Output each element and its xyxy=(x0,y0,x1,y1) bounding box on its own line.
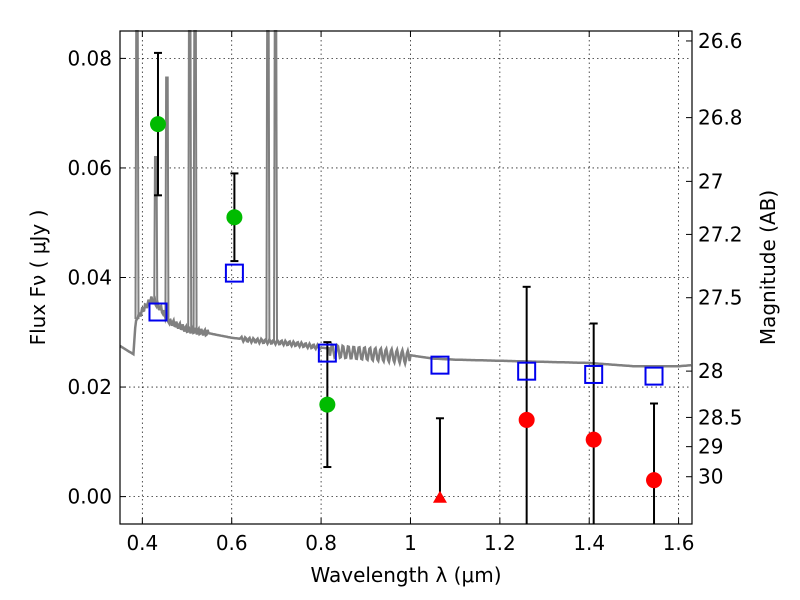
right-tick-label: 26.6 xyxy=(698,29,743,53)
x-axis-label: Wavelength λ (μm) xyxy=(310,563,501,587)
y-tick-label: 0.06 xyxy=(67,156,112,180)
x-tick-label: 0.8 xyxy=(305,531,337,555)
x-tick-label: 0.4 xyxy=(126,531,158,555)
data-point xyxy=(585,431,602,448)
marker-layer xyxy=(148,116,664,503)
x-tick-label: 0.6 xyxy=(216,531,248,555)
y-tick-label: 0.00 xyxy=(67,485,112,509)
y-axis-label: Flux Fν ( μJy ) xyxy=(26,210,50,346)
emission-line xyxy=(192,30,198,331)
x-tick-label: 1.2 xyxy=(484,531,516,555)
data-point xyxy=(149,116,166,133)
x-tick-label: 1.6 xyxy=(663,531,695,555)
tick-layer: 0.4 0.6 0.8 1 1.2 1.4 1.6 0.00 0.02 0.04 0.06 0.08 2… xyxy=(67,29,742,555)
upper-limit-marker xyxy=(432,490,447,503)
model-point xyxy=(317,343,337,363)
data-point xyxy=(226,209,243,226)
sed-spectrum-line xyxy=(119,295,692,369)
right-tick-label: 27 xyxy=(698,169,723,193)
emission-line xyxy=(187,30,193,331)
data-point xyxy=(319,396,336,413)
model-point xyxy=(517,361,537,381)
right-tick-label: 28.5 xyxy=(698,405,743,429)
data-point xyxy=(646,472,663,489)
right-tick-label: 29 xyxy=(698,435,723,459)
right-axis-label: Magnitude (AB) xyxy=(756,190,780,345)
emission-line xyxy=(134,30,140,320)
y-tick-label: 0.08 xyxy=(67,46,112,70)
y-tick-label: 0.02 xyxy=(67,375,112,399)
right-tick-label: 26.8 xyxy=(698,106,743,130)
model-point xyxy=(148,302,168,322)
emission-line xyxy=(265,30,271,342)
emission-line xyxy=(153,155,159,304)
y-tick-label: 0.04 xyxy=(67,266,112,290)
data-point xyxy=(518,411,535,428)
right-tick-label: 28 xyxy=(698,359,723,383)
x-tick-label: 1 xyxy=(404,531,417,555)
emission-line xyxy=(164,76,170,318)
model-point xyxy=(430,355,450,375)
grid-layer xyxy=(120,31,692,524)
x-tick-label: 1.4 xyxy=(573,531,605,555)
model-point xyxy=(224,263,244,283)
model-point xyxy=(584,364,604,384)
model-point xyxy=(644,366,664,386)
right-tick-label: 27.5 xyxy=(698,286,743,310)
spectrum-layer xyxy=(119,30,692,369)
emission-line xyxy=(273,30,279,343)
right-tick-label: 27.2 xyxy=(698,222,743,246)
right-tick-label: 30 xyxy=(698,465,723,489)
errorbar-layer xyxy=(153,51,659,524)
